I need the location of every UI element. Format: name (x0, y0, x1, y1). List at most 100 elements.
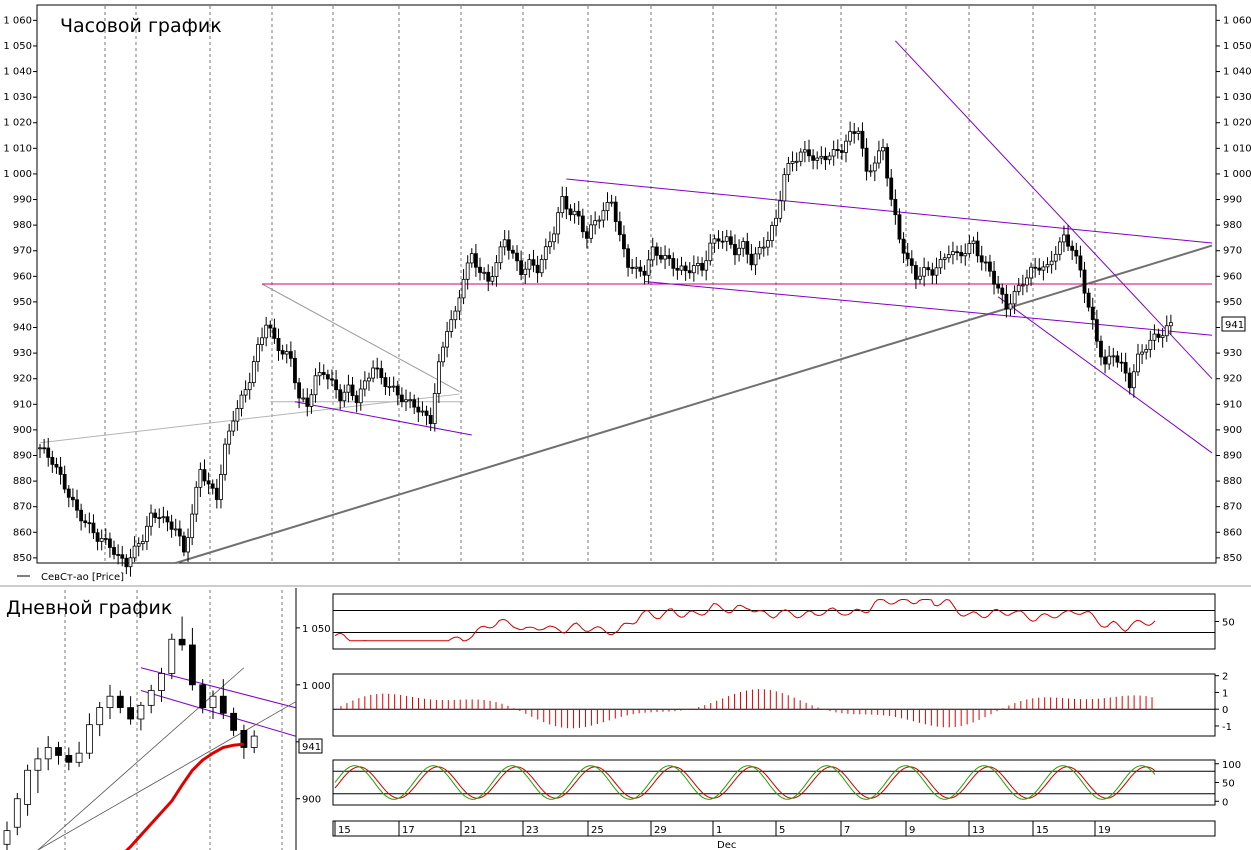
hourly-candle-body (169, 521, 174, 530)
hourly-candle-body (576, 210, 581, 217)
hourly-candle-body (66, 488, 71, 498)
daily-candle-body (3, 830, 11, 845)
indicator-tick-label: 1 (1222, 688, 1228, 699)
hourly-candle-body (852, 131, 857, 134)
hourly-candle-body (819, 155, 824, 159)
hourly-candle-body (951, 251, 955, 256)
hourly-candle-body (239, 394, 244, 409)
hourly-candle-body (909, 258, 914, 266)
hourly-candle-body (177, 528, 182, 537)
hourly-candle-body (979, 255, 984, 263)
hourly-right-tick-label: 860 (1223, 527, 1242, 538)
date-tick-label: 15 (1036, 825, 1049, 836)
hourly-candle-body (580, 215, 585, 233)
hourly-candle-body (399, 394, 404, 403)
hourly-candle-body (749, 253, 754, 266)
hourly-candle-body (116, 554, 121, 556)
hourly-candle-body (905, 252, 910, 260)
hourly-candle-body (79, 509, 84, 522)
hourly-left-tick-label: 870 (13, 502, 32, 513)
hourly-candle-body (1062, 234, 1066, 243)
hourly-candle-body (87, 522, 92, 525)
hourly-right-tick-label: 880 (1223, 476, 1242, 487)
hourly-right-tick-label: 1 010 (1223, 143, 1251, 154)
hourly-candle-body (663, 255, 667, 260)
date-tick-label: 7 (844, 825, 850, 836)
hourly-candle-body (424, 410, 429, 416)
hourly-candle-body (835, 149, 840, 152)
hourly-candle-body (1131, 371, 1136, 389)
hourly-candle-body (202, 469, 207, 482)
hourly-candle-body (1012, 290, 1017, 305)
date-tick-label: 29 (654, 825, 667, 836)
hourly-candle-body (1016, 284, 1021, 292)
hourly-candle-body (728, 236, 733, 245)
hourly-candle-body (502, 239, 507, 248)
hourly-candle-body (1033, 266, 1038, 269)
hourly-candle-body (256, 344, 260, 363)
hourly-candle-body (794, 160, 799, 163)
hourly-candle-body (971, 240, 976, 245)
hourly-candle-body (494, 262, 499, 277)
hourly-candle-body (737, 247, 741, 256)
hourly-candle-body (938, 259, 943, 269)
hourly-candle-body (280, 350, 285, 355)
hourly-candle-body (860, 130, 865, 149)
hourly-right-tick-label: 850 (1223, 553, 1242, 564)
hourly-candle-body (478, 266, 482, 273)
hourly-candle-body (346, 384, 351, 393)
hourly-candle-body (190, 513, 195, 539)
date-tick-label: 19 (1098, 825, 1111, 836)
hourly-candle-body (1115, 355, 1120, 363)
hourly-right-tick-label: 1 020 (1223, 118, 1251, 129)
hourly-candle-body (877, 150, 881, 164)
hourly-left-axis: 850 860 870 880 890 900 910 920 930 940 950 960 970 9… (3, 15, 37, 564)
hourly-candle-body (955, 251, 959, 254)
hourly-candle-body (839, 150, 844, 153)
hourly-candle-body (1090, 306, 1095, 320)
hourly-candle-body (811, 155, 816, 161)
hourly-candle-body (469, 253, 474, 264)
hourly-left-tick-label: 860 (13, 527, 32, 538)
hourly-candle-body (593, 220, 598, 226)
hourly-candle-body (436, 361, 441, 394)
hourly-right-axis: 8508608708808909009109209309409509609709… (1216, 15, 1251, 564)
daily-candle-body (55, 747, 62, 756)
hourly-candle-body (95, 532, 100, 542)
daily-candle-body (24, 769, 32, 805)
hourly-candle-body (700, 262, 704, 271)
hourly-candle-body (757, 246, 762, 255)
hourly-candle-body (165, 516, 170, 523)
hourly-trendline-3 (294, 401, 472, 436)
hourly-trendline-4 (175, 244, 1213, 564)
hourly-candle-body (445, 331, 450, 348)
hourly-candle-body (687, 270, 692, 274)
daily-fan-line-1 (37, 667, 245, 850)
daily-tick-label: 1 050 (302, 624, 331, 635)
hourly-candle-body (235, 408, 240, 422)
hourly-candle-body (918, 275, 922, 280)
hourly-trendline-6 (566, 178, 1213, 244)
daily-candle-body (199, 684, 207, 709)
hourly-right-tick-label: 1 050 (1223, 41, 1251, 52)
hourly-candle-body (441, 346, 445, 363)
hourly-candle-body (227, 430, 232, 445)
stochastic-signal-line (334, 766, 1156, 799)
hourly-candle-body (330, 378, 334, 381)
hourly-candle-body (243, 389, 248, 396)
hourly-candle-body (650, 246, 655, 261)
hourly-candle-body (790, 161, 795, 164)
date-tick-label: 5 (779, 825, 785, 836)
daily-candle-body (116, 695, 124, 709)
hourly-left-tick-label: 850 (13, 553, 32, 564)
hourly-left-tick-label: 980 (13, 220, 32, 231)
hourly-candle-body (293, 357, 297, 384)
hourly-candle-body (691, 265, 696, 274)
daily-candle-body (13, 798, 21, 828)
daily-candle-body (230, 712, 238, 731)
hourly-left-tick-label: 1 030 (3, 92, 32, 103)
hourly-candle-body (38, 447, 42, 450)
hourly-right-tick-label: 920 (1223, 374, 1242, 385)
hourly-candle-body (1136, 353, 1140, 373)
